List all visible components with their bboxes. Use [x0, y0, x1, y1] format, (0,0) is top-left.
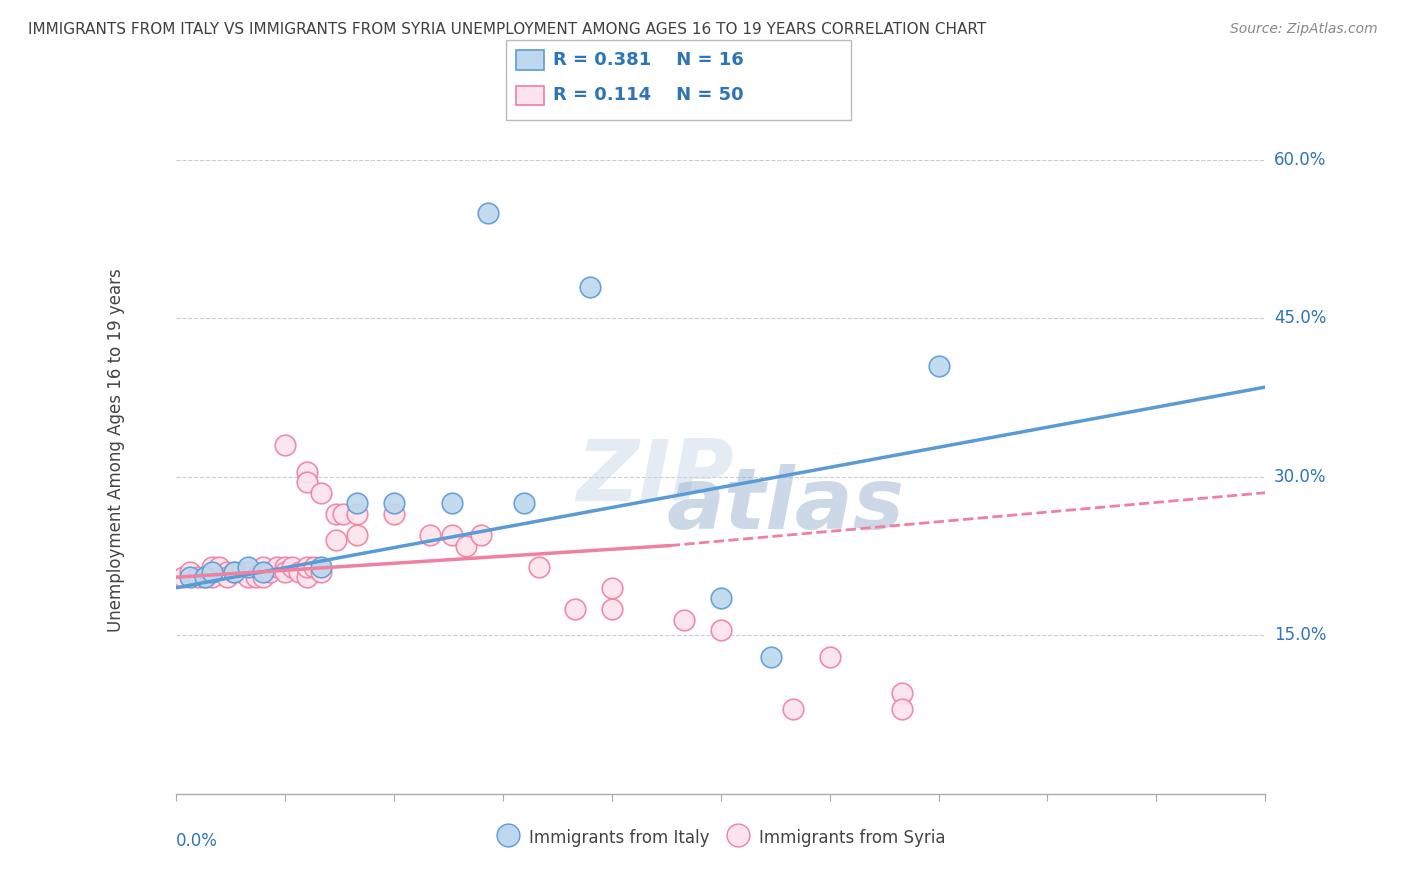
- Point: [259, 565, 281, 579]
- Point: [201, 565, 224, 579]
- Point: [172, 570, 194, 584]
- Point: [238, 559, 260, 574]
- Point: [419, 528, 441, 542]
- Point: [231, 565, 253, 579]
- Point: [346, 496, 368, 510]
- Point: [470, 528, 492, 542]
- Point: [208, 559, 231, 574]
- Point: [252, 559, 274, 574]
- Point: [238, 570, 260, 584]
- Point: [186, 570, 209, 584]
- Point: [382, 507, 405, 521]
- Point: [477, 205, 499, 219]
- Point: [179, 565, 201, 579]
- Text: R = 0.114    N = 50: R = 0.114 N = 50: [553, 87, 744, 104]
- Point: [891, 702, 914, 716]
- Point: [600, 602, 623, 616]
- Point: [201, 559, 224, 574]
- Point: [295, 465, 318, 479]
- Point: [440, 528, 463, 542]
- Point: [782, 702, 804, 716]
- Point: [281, 559, 304, 574]
- Text: ZIP: ZIP: [576, 436, 734, 519]
- Point: [309, 559, 332, 574]
- Point: [274, 565, 297, 579]
- Text: 60.0%: 60.0%: [1274, 151, 1326, 169]
- Point: [818, 649, 841, 664]
- Point: [928, 359, 950, 373]
- Text: 15.0%: 15.0%: [1274, 626, 1327, 644]
- Point: [274, 438, 297, 452]
- Point: [325, 533, 347, 548]
- Point: [673, 613, 696, 627]
- Point: [215, 565, 238, 579]
- Point: [761, 649, 783, 664]
- Point: [440, 496, 463, 510]
- Point: [710, 623, 733, 637]
- Point: [513, 496, 536, 510]
- Point: [252, 570, 274, 584]
- Point: [309, 565, 332, 579]
- Point: [266, 559, 288, 574]
- Point: [891, 686, 914, 700]
- Point: [382, 496, 405, 510]
- Point: [245, 570, 267, 584]
- Text: Source: ZipAtlas.com: Source: ZipAtlas.com: [1230, 22, 1378, 37]
- Text: atlas: atlas: [666, 464, 905, 547]
- Point: [346, 528, 368, 542]
- Point: [710, 591, 733, 606]
- Point: [194, 570, 217, 584]
- Text: 30.0%: 30.0%: [1274, 468, 1327, 486]
- Point: [332, 507, 354, 521]
- Text: IMMIGRANTS FROM ITALY VS IMMIGRANTS FROM SYRIA UNEMPLOYMENT AMONG AGES 16 TO 19 : IMMIGRANTS FROM ITALY VS IMMIGRANTS FROM…: [28, 22, 987, 37]
- Point: [564, 602, 586, 616]
- Text: Unemployment Among Ages 16 to 19 years: Unemployment Among Ages 16 to 19 years: [107, 268, 125, 632]
- Point: [179, 570, 201, 584]
- Point: [579, 279, 602, 293]
- Text: 0.0%: 0.0%: [176, 831, 218, 850]
- Point: [309, 485, 332, 500]
- Point: [325, 507, 347, 521]
- Point: [295, 475, 318, 490]
- Point: [456, 539, 478, 553]
- Point: [222, 565, 245, 579]
- Point: [194, 570, 217, 584]
- Point: [527, 559, 550, 574]
- Point: [288, 565, 311, 579]
- Point: [274, 559, 297, 574]
- Text: 45.0%: 45.0%: [1274, 310, 1326, 327]
- Point: [238, 565, 260, 579]
- Point: [346, 507, 368, 521]
- Point: [201, 570, 224, 584]
- Point: [600, 581, 623, 595]
- Text: R = 0.381    N = 16: R = 0.381 N = 16: [553, 51, 744, 69]
- Point: [302, 559, 325, 574]
- Point: [215, 570, 238, 584]
- Legend: Immigrants from Italy, Immigrants from Syria: Immigrants from Italy, Immigrants from S…: [489, 821, 952, 855]
- Point: [222, 565, 245, 579]
- Point: [252, 565, 274, 579]
- Point: [295, 559, 318, 574]
- Point: [295, 570, 318, 584]
